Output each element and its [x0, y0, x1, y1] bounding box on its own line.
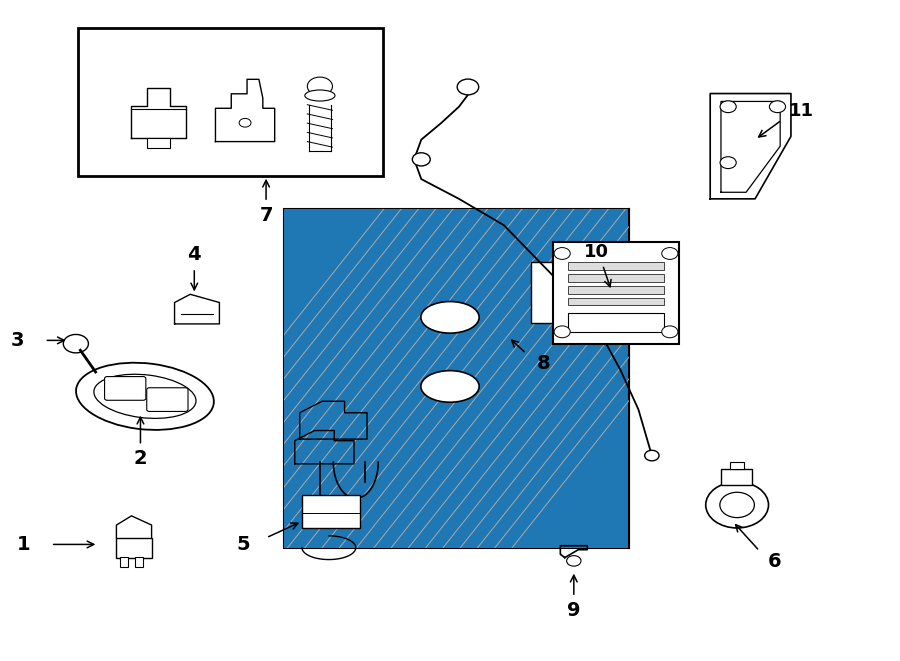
Ellipse shape — [94, 374, 196, 418]
Text: 11: 11 — [788, 102, 814, 120]
Bar — [569, 286, 663, 293]
Text: 6: 6 — [768, 553, 781, 572]
Polygon shape — [284, 209, 629, 548]
Bar — [721, 469, 752, 485]
Circle shape — [720, 100, 736, 112]
Circle shape — [644, 450, 659, 461]
Text: 10: 10 — [583, 243, 608, 261]
Text: 5: 5 — [237, 535, 250, 555]
Ellipse shape — [421, 371, 479, 403]
Circle shape — [770, 100, 786, 112]
Circle shape — [662, 326, 678, 338]
Bar — [77, 28, 382, 176]
Circle shape — [662, 248, 678, 259]
Bar — [531, 262, 556, 323]
Bar — [569, 262, 663, 270]
Bar — [302, 495, 360, 528]
Text: 2: 2 — [133, 449, 148, 469]
Circle shape — [554, 326, 571, 338]
Bar — [121, 557, 128, 567]
Bar — [147, 138, 170, 149]
Circle shape — [63, 334, 88, 353]
Circle shape — [706, 482, 769, 528]
Ellipse shape — [305, 90, 335, 101]
Text: 8: 8 — [536, 354, 550, 373]
Circle shape — [307, 77, 332, 96]
Text: 7: 7 — [259, 206, 273, 225]
Text: 3: 3 — [11, 331, 24, 350]
Circle shape — [567, 556, 581, 566]
FancyBboxPatch shape — [147, 388, 188, 411]
Text: 4: 4 — [187, 245, 201, 264]
Bar — [116, 538, 151, 559]
Ellipse shape — [421, 301, 479, 333]
Circle shape — [412, 153, 430, 166]
Circle shape — [239, 118, 251, 127]
Bar — [569, 297, 663, 305]
Bar — [554, 242, 679, 344]
Text: 9: 9 — [567, 601, 580, 620]
Text: 1: 1 — [17, 535, 31, 554]
Circle shape — [720, 157, 736, 169]
Circle shape — [720, 492, 754, 518]
Ellipse shape — [76, 363, 214, 430]
Bar — [569, 274, 663, 282]
Circle shape — [554, 248, 571, 259]
Circle shape — [457, 79, 479, 95]
Polygon shape — [284, 209, 629, 548]
FancyBboxPatch shape — [104, 377, 146, 401]
Bar — [135, 557, 143, 567]
Bar — [730, 462, 744, 469]
Bar — [569, 313, 663, 332]
